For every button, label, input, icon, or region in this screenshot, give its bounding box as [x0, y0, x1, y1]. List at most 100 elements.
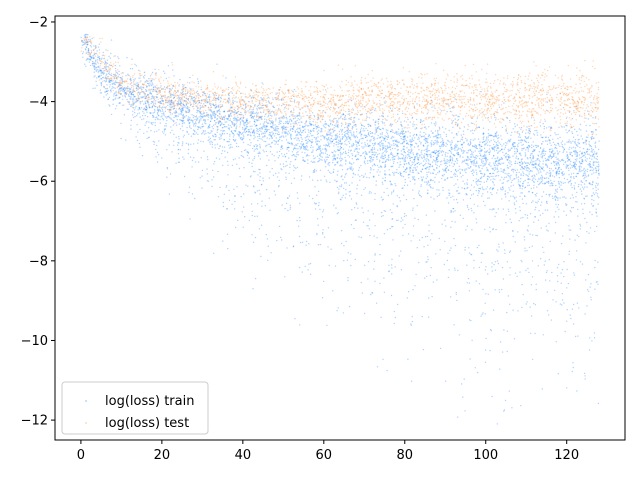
train-point: [518, 171, 520, 173]
train-point: [334, 179, 336, 181]
train-point: [407, 143, 410, 145]
train-point: [391, 147, 394, 150]
train-point: [217, 196, 220, 198]
train-point: [179, 128, 182, 130]
train-point: [414, 156, 416, 158]
train-point: [478, 167, 480, 169]
train-point: [188, 133, 190, 135]
train-point: [507, 167, 510, 169]
train-point: [286, 164, 288, 166]
train-point: [546, 165, 549, 167]
train-point: [404, 178, 406, 181]
train-point: [302, 125, 304, 128]
train-point: [207, 158, 209, 161]
train-point: [363, 134, 366, 136]
train-point: [212, 135, 215, 138]
train-point: [251, 162, 253, 164]
train-point: [555, 174, 558, 176]
train-point: [254, 171, 256, 173]
train-point: [305, 111, 307, 113]
train-point: [85, 41, 88, 44]
train-point: [332, 171, 334, 173]
train-point: [505, 176, 508, 178]
train-point: [545, 163, 547, 165]
train-point: [134, 63, 136, 66]
train-point: [344, 182, 346, 184]
train-point: [179, 149, 182, 151]
train-point: [585, 180, 587, 182]
train-point: [479, 145, 481, 147]
train-point: [171, 129, 173, 131]
train-point: [214, 136, 216, 138]
train-point: [521, 131, 524, 133]
train-point: [566, 166, 568, 168]
train-point: [544, 120, 546, 122]
train-point: [224, 156, 226, 158]
train-point: [211, 141, 213, 144]
train-point: [346, 126, 348, 129]
train-point: [523, 180, 525, 183]
train-point: [315, 139, 317, 141]
train-point: [238, 167, 241, 170]
train-point: [249, 95, 251, 97]
train-point: [561, 174, 564, 176]
train-point: [485, 188, 487, 190]
train-point: [427, 162, 429, 164]
train-point: [445, 167, 447, 169]
train-point: [454, 145, 456, 147]
train-point: [209, 137, 212, 140]
train-point: [535, 206, 537, 209]
train-point: [370, 139, 372, 141]
train-point: [571, 194, 574, 196]
train-point: [543, 128, 545, 130]
train-point: [546, 166, 549, 168]
train-point: [258, 189, 260, 192]
train-point: [190, 97, 193, 100]
train-point: [493, 150, 496, 152]
train-point: [384, 154, 386, 156]
train-point: [598, 196, 600, 199]
train-point: [167, 108, 169, 111]
train-point: [410, 324, 412, 326]
train-point: [322, 125, 324, 127]
train-point: [182, 136, 185, 138]
train-point: [561, 304, 563, 306]
train-point: [333, 127, 335, 129]
train-point: [534, 216, 536, 218]
train-point: [368, 123, 370, 126]
train-point: [406, 297, 408, 299]
train-point: [230, 112, 232, 115]
train-point: [146, 107, 148, 109]
train-point: [369, 130, 372, 133]
train-point: [104, 60, 107, 62]
train-point: [494, 146, 496, 148]
train-point: [490, 329, 492, 332]
train-point: [95, 66, 97, 69]
train-point: [272, 124, 274, 127]
train-point: [385, 149, 387, 151]
train-point: [478, 266, 481, 269]
train-point: [447, 276, 450, 279]
train-point: [144, 109, 146, 111]
train-point: [557, 152, 559, 154]
train-point: [86, 58, 89, 61]
train-point: [508, 155, 510, 157]
train-point: [550, 155, 552, 158]
train-point: [592, 205, 595, 207]
train-point: [141, 96, 144, 98]
train-point: [394, 107, 396, 110]
train-point: [400, 217, 403, 219]
train-point: [259, 123, 262, 125]
train-point: [534, 166, 537, 168]
train-point: [564, 161, 566, 164]
train-point: [464, 168, 466, 170]
train-point: [361, 207, 363, 209]
train-point: [396, 133, 398, 136]
train-point: [499, 150, 502, 152]
train-point: [414, 124, 416, 126]
train-point: [553, 176, 556, 178]
train-point: [405, 131, 407, 133]
train-point: [590, 151, 592, 153]
train-point: [189, 82, 191, 84]
train-point: [105, 62, 107, 64]
